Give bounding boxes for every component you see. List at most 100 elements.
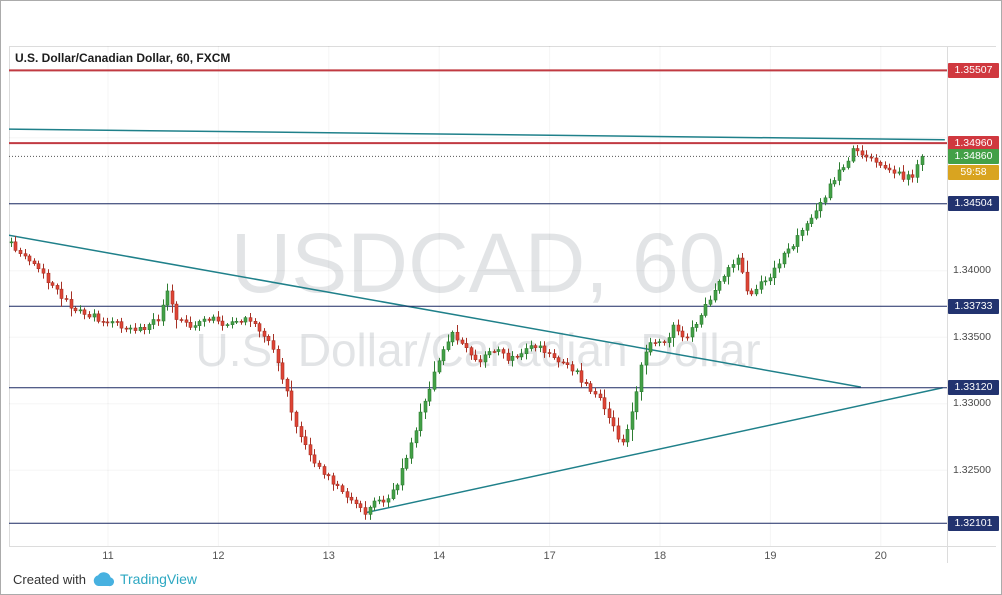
descending-trendline[interactable] <box>6 234 862 388</box>
candle <box>363 501 368 520</box>
candle <box>575 368 580 375</box>
candle <box>772 260 777 285</box>
price-level-badge[interactable]: 1.33733 <box>948 298 999 314</box>
candle <box>96 310 101 324</box>
candle <box>243 316 248 326</box>
candle <box>648 337 653 356</box>
attribution: Created with TradingView <box>13 569 197 589</box>
tradingview-logo-icon[interactable] <box>92 571 114 587</box>
price-level-badge[interactable]: 1.34960 <box>948 135 999 151</box>
candle <box>860 145 865 159</box>
candle <box>910 169 915 183</box>
candle <box>782 251 787 268</box>
candle <box>506 348 511 364</box>
candle <box>262 328 267 343</box>
candle <box>492 349 497 354</box>
candle <box>892 165 897 179</box>
candle <box>46 269 51 290</box>
price-level-badge[interactable]: 1.32101 <box>948 515 999 531</box>
candle <box>289 380 294 421</box>
candle <box>515 354 520 360</box>
candle <box>552 349 557 360</box>
candle <box>754 284 759 297</box>
candle <box>455 325 460 345</box>
price-axis-label: 1.33500 <box>953 330 991 343</box>
candle <box>41 263 46 279</box>
candle <box>27 254 32 266</box>
candle <box>920 154 925 172</box>
candle <box>193 321 198 331</box>
time-axis-label: 12 <box>212 550 225 562</box>
candle <box>82 307 87 320</box>
candle <box>887 163 892 173</box>
candle <box>671 322 676 347</box>
symbol-legend[interactable]: U.S. Dollar/Canadian Dollar, 60, FXCM <box>15 51 231 65</box>
candle <box>561 359 566 365</box>
candle <box>478 355 483 368</box>
current-price-badge[interactable]: 1.34860 <box>948 148 999 164</box>
candle <box>800 227 805 242</box>
candle <box>717 279 722 294</box>
candle <box>188 316 193 330</box>
candle <box>855 145 860 156</box>
candle <box>662 339 667 346</box>
candle <box>174 301 179 329</box>
candle <box>897 167 902 176</box>
candle <box>9 237 14 247</box>
candle <box>432 361 437 392</box>
price-level-badge[interactable]: 1.35507 <box>948 62 999 78</box>
candle <box>630 402 635 441</box>
candle <box>326 472 331 481</box>
candle <box>846 157 851 170</box>
candle <box>32 258 37 266</box>
candle <box>358 500 363 513</box>
candle <box>533 343 538 352</box>
candle <box>354 496 359 509</box>
candle <box>230 317 235 329</box>
candle <box>529 340 534 352</box>
candle <box>128 324 133 334</box>
time-axis-label: 17 <box>543 550 556 562</box>
candle <box>584 379 589 387</box>
price-level-badge[interactable]: 1.34504 <box>948 196 999 212</box>
candle <box>602 389 607 415</box>
candle <box>317 460 322 470</box>
candle <box>611 410 616 432</box>
candle <box>542 341 547 358</box>
candle <box>699 313 704 328</box>
candle <box>253 318 258 327</box>
ascending-trendline[interactable] <box>365 387 943 514</box>
candle <box>832 177 837 187</box>
candle <box>69 291 74 317</box>
upper-resistance-trendline[interactable] <box>6 128 945 141</box>
candle <box>616 417 621 443</box>
candle <box>184 315 189 327</box>
candle <box>409 437 414 464</box>
candle <box>841 164 846 173</box>
candle <box>837 162 842 186</box>
candle <box>280 357 285 384</box>
candle <box>78 305 83 314</box>
candle <box>722 274 727 284</box>
candle <box>915 159 920 183</box>
candle <box>598 389 603 401</box>
candle <box>851 145 856 163</box>
candle <box>437 357 442 374</box>
price-level-badge[interactable]: 1.33120 <box>948 380 999 396</box>
candle <box>303 429 308 450</box>
candle <box>87 311 92 319</box>
candle <box>395 483 400 495</box>
candle <box>73 306 78 314</box>
time-axis-label: 18 <box>653 550 667 562</box>
price-axis[interactable]: 1.34000 1.33500 1.33000 1.32500 1.35507 1.349… <box>947 46 1001 563</box>
candle <box>377 496 382 505</box>
tradingview-brand-link[interactable]: TradingView <box>119 571 198 587</box>
candle <box>400 458 405 491</box>
candle <box>745 260 750 295</box>
time-axis[interactable]: 11 12 13 14 17 18 19 20 <box>9 546 947 564</box>
time-axis-label: 14 <box>433 550 446 562</box>
candle <box>823 195 828 206</box>
candle <box>156 314 161 326</box>
candle <box>524 343 529 360</box>
